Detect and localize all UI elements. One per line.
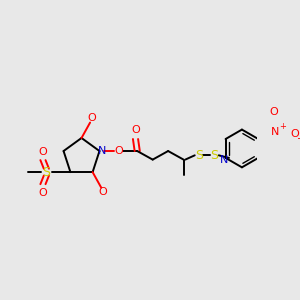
Text: O: O [87,113,96,123]
Text: +: + [279,122,286,130]
Text: S: S [195,149,203,162]
Text: N: N [220,154,228,165]
Text: S: S [211,149,218,162]
Text: O: O [114,146,123,156]
Text: O: O [39,188,47,198]
Text: N: N [271,127,280,137]
Text: N: N [98,146,106,156]
Text: O: O [269,107,278,117]
Text: O: O [290,129,299,139]
Text: S: S [42,166,50,178]
Text: −: − [297,134,300,144]
Text: O: O [131,125,140,135]
Text: O: O [39,146,47,157]
Text: O: O [98,187,107,197]
